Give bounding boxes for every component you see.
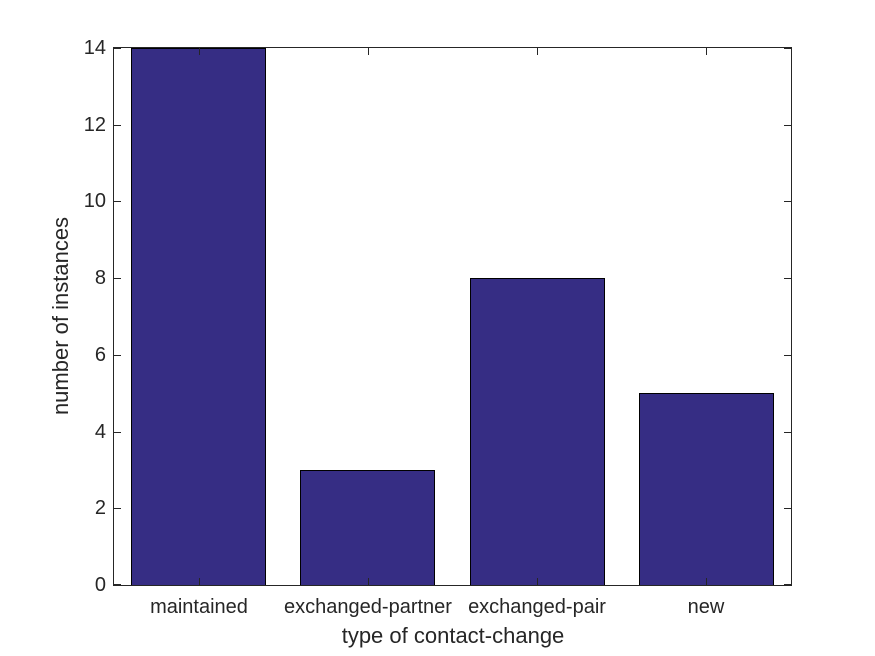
x-tick-top <box>537 48 538 55</box>
x-tick-label-new: new <box>687 596 725 618</box>
y-tick-left <box>114 278 121 279</box>
y-tick-left <box>114 355 121 356</box>
y-tick-right <box>784 584 791 585</box>
x-tick-bottom <box>706 578 707 585</box>
x-tick-label-maintained: maintained <box>150 596 248 618</box>
y-tick-label: 4 <box>94 421 106 443</box>
y-tick-label: 8 <box>94 267 106 289</box>
bar-maintained <box>131 48 266 585</box>
y-tick-label: 14 <box>83 37 106 59</box>
x-tick-bottom <box>199 578 200 585</box>
x-tick-bottom <box>537 578 538 585</box>
x-tick-top <box>368 48 369 55</box>
y-tick-left <box>114 508 121 509</box>
y-tick-right <box>784 201 791 202</box>
x-axis-label: type of contact-change <box>341 623 565 648</box>
y-tick-label: 0 <box>94 574 106 596</box>
y-tick-label: 2 <box>94 497 106 519</box>
y-tick-right <box>784 278 791 279</box>
y-tick-left <box>114 48 121 49</box>
x-tick-top <box>199 48 200 55</box>
bar-exchanged-partner <box>300 470 435 585</box>
y-tick-right <box>784 355 791 356</box>
x-tick-bottom <box>368 578 369 585</box>
bar-new <box>639 393 774 585</box>
y-tick-right <box>784 508 791 509</box>
y-tick-left <box>114 125 121 126</box>
y-tick-right <box>784 125 791 126</box>
y-tick-left <box>114 432 121 433</box>
y-tick-label: 10 <box>83 190 106 212</box>
x-tick-top <box>706 48 707 55</box>
y-axis-label: number of instances <box>48 216 73 416</box>
x-tick-label-exchanged-partner: exchanged-partner <box>284 596 452 618</box>
y-tick-left <box>114 584 121 585</box>
y-tick-right <box>784 48 791 49</box>
x-tick-label-exchanged-pair: exchanged-pair <box>468 596 606 618</box>
y-tick-right <box>784 432 791 433</box>
y-tick-label: 12 <box>83 114 106 136</box>
y-tick-left <box>114 201 121 202</box>
plot-area <box>113 47 792 586</box>
y-tick-label: 6 <box>94 344 106 366</box>
bar-exchanged-pair <box>470 278 605 585</box>
